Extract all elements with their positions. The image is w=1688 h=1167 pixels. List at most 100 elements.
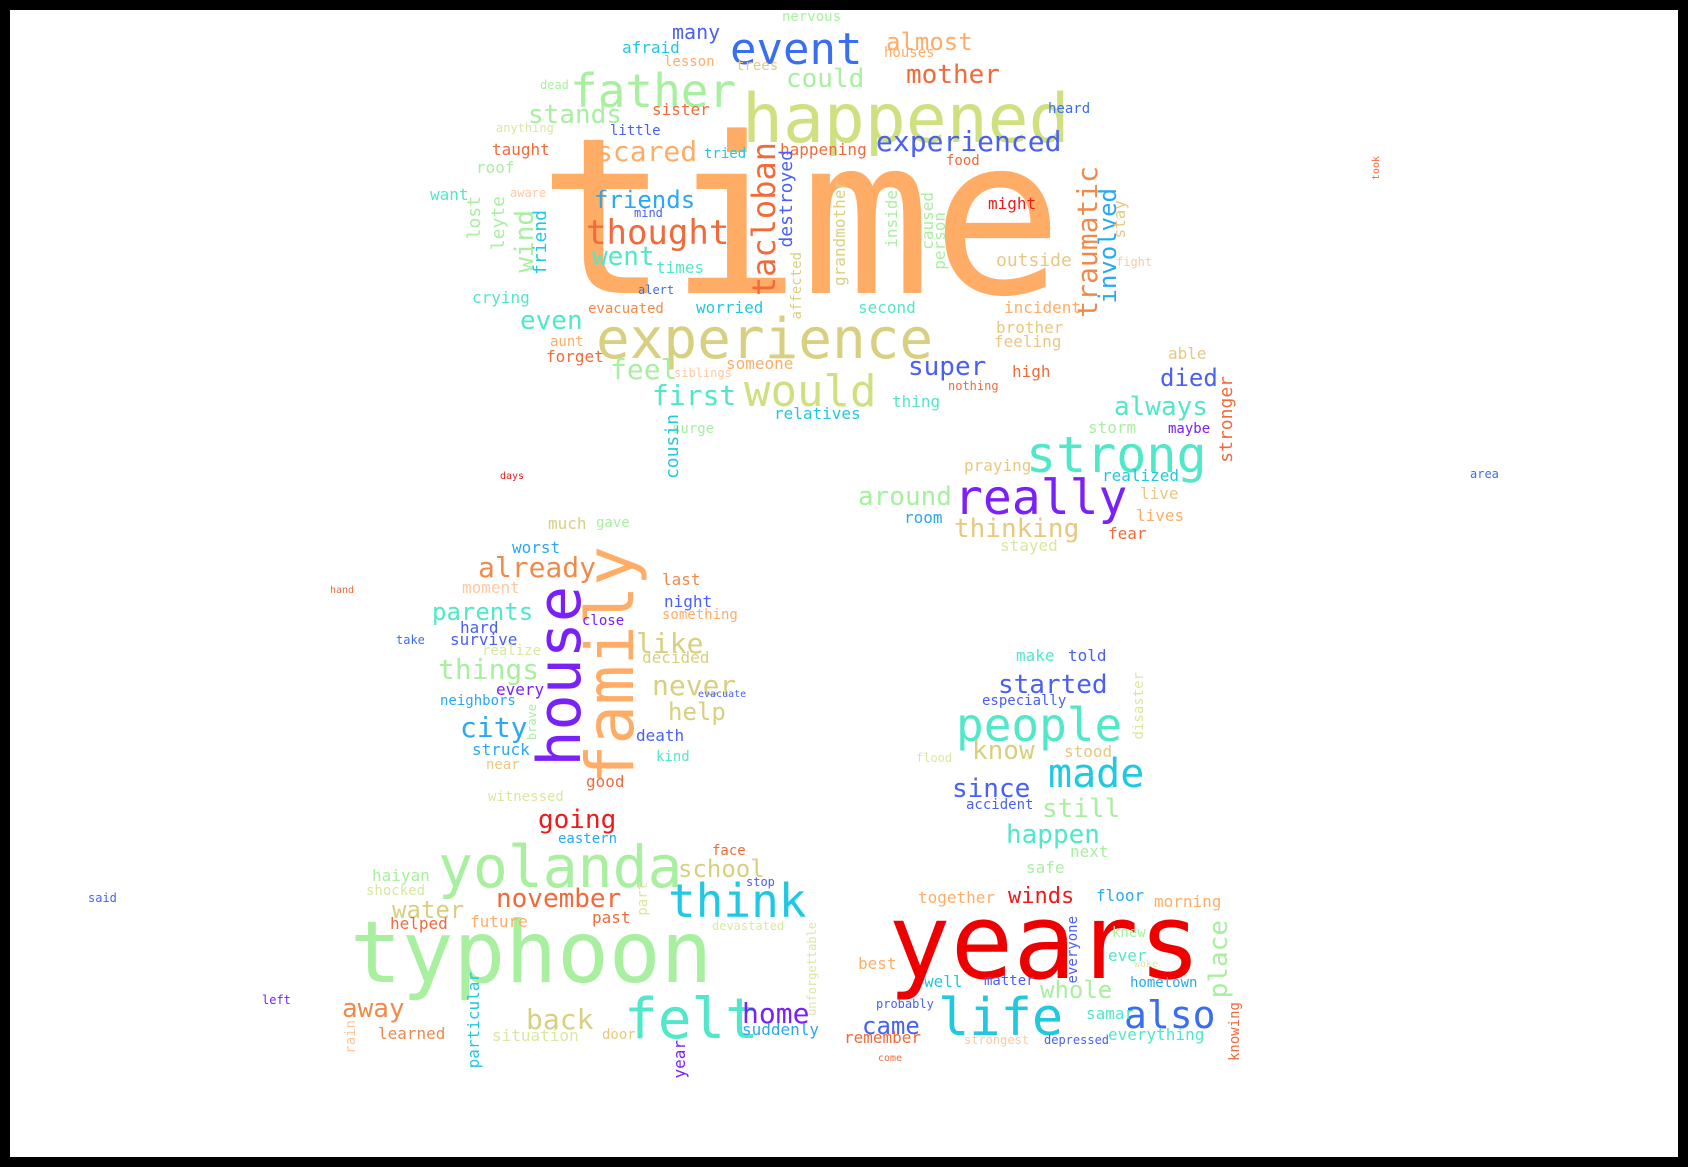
word-years: years [888,881,1202,1003]
word-died: died [1160,364,1218,392]
word-evacuated: evacuated [588,301,664,317]
word-scared: scared [596,135,698,168]
word-situation: situation [492,1026,579,1045]
word-parents: parents [432,598,534,626]
word-feel: feel [610,353,678,386]
word-leyte: leyte [488,196,509,251]
word-stood: stood [1064,742,1113,761]
word-shocked: shocked [366,883,426,899]
word-felt: felt [624,987,759,1052]
word-roof: roof [476,158,515,177]
word-friends: friends [594,186,696,214]
word-would: would [744,366,877,417]
word-flood: flood [916,751,953,765]
word-learned: learned [378,1024,446,1043]
word-close: close [582,613,625,629]
word-days: days [500,471,525,482]
word-feeling: feeling [994,332,1062,351]
word-much: much [548,514,587,533]
word-nervous: nervous [782,10,842,25]
word-houses: houses [884,45,935,61]
word-death: death [636,726,685,745]
word-winds: winds [1008,884,1075,909]
word-witnessed: witnessed [488,789,564,805]
word-aware: aware [510,186,547,200]
word-also: also [1124,993,1216,1037]
word-nothing: nothing [948,379,999,393]
word-stands: stands [528,100,622,130]
word-mother: mother [906,60,1000,90]
word-left: left [262,993,291,1007]
word-around: around [858,482,952,512]
word-worst: worst [512,538,561,557]
word-happening: happening [780,140,867,159]
word-first: first [652,379,737,412]
word-forget: forget [546,347,604,366]
word-door: door [602,1027,636,1043]
word-morning: morning [1154,892,1222,911]
word-said: said [88,891,117,905]
word-struck: struck [472,740,530,759]
word-moment: moment [462,578,520,597]
word-tried: tried [704,146,747,162]
word-something: something [662,607,738,623]
word-afraid: afraid [622,38,680,57]
word-woke: woke [1134,959,1159,970]
word-took: took [1371,156,1382,181]
word-could: could [786,64,865,94]
word-last: last [662,570,701,589]
word-came: came [862,1012,920,1040]
word-mind: mind [634,206,663,220]
word-experience: experience [596,307,934,372]
word-city: city [460,711,528,744]
word-lost: lost [464,196,485,240]
word-particular: particular [464,972,483,1069]
word-come: come [878,1053,903,1064]
word-dead: dead [540,78,569,92]
word-super: super [908,352,987,382]
word-samar: samar [1086,1004,1135,1023]
word-always: always [1114,392,1208,422]
word-lives: lives [1136,506,1185,525]
word-hometown: hometown [1130,975,1198,991]
word-water: water [392,896,465,924]
word-relatives: relatives [774,404,861,423]
word-evacuate: evacuate [698,689,747,700]
word-cloud: time happened experience father event would ex… [10,10,1678,1157]
word-affected: affected [789,252,805,320]
word-someone: someone [726,354,794,373]
word-want: want [430,185,469,204]
word-high: high [1012,362,1051,381]
word-devastated: devastated [712,919,785,933]
word-rain: rain [343,1020,359,1054]
word-matter: matter [984,973,1035,989]
word-thought: thought [586,213,730,253]
word-surge: surge [672,421,715,437]
word-future: future [470,912,528,931]
word-even: even [520,306,583,336]
word-happened: happened [742,80,1070,159]
word-made: made [1048,751,1145,797]
word-little: little [610,123,661,139]
word-might: might [988,194,1037,213]
word-destroyed: destroyed [776,150,797,248]
word-home: home [742,997,810,1030]
word-ever: ever [1108,946,1147,965]
word-disaster: disaster [1131,672,1147,740]
word-november: november [496,884,622,914]
word-inside: inside [882,190,901,248]
word-going: going [538,805,617,835]
word-knew: knew [1112,925,1146,941]
word-eastern: eastern [558,831,618,847]
word-away: away [342,994,405,1024]
word-haiyan: haiyan [372,866,430,885]
word-time: time [538,92,1063,345]
word-kind: kind [656,749,690,765]
word-part: part [635,882,651,916]
word-next: next [1070,842,1109,861]
word-fear: fear [1108,524,1147,543]
word-back: back [526,1003,594,1036]
word-father: father [570,64,737,118]
word-area: area [1470,467,1499,481]
word-worried: worried [696,298,764,317]
